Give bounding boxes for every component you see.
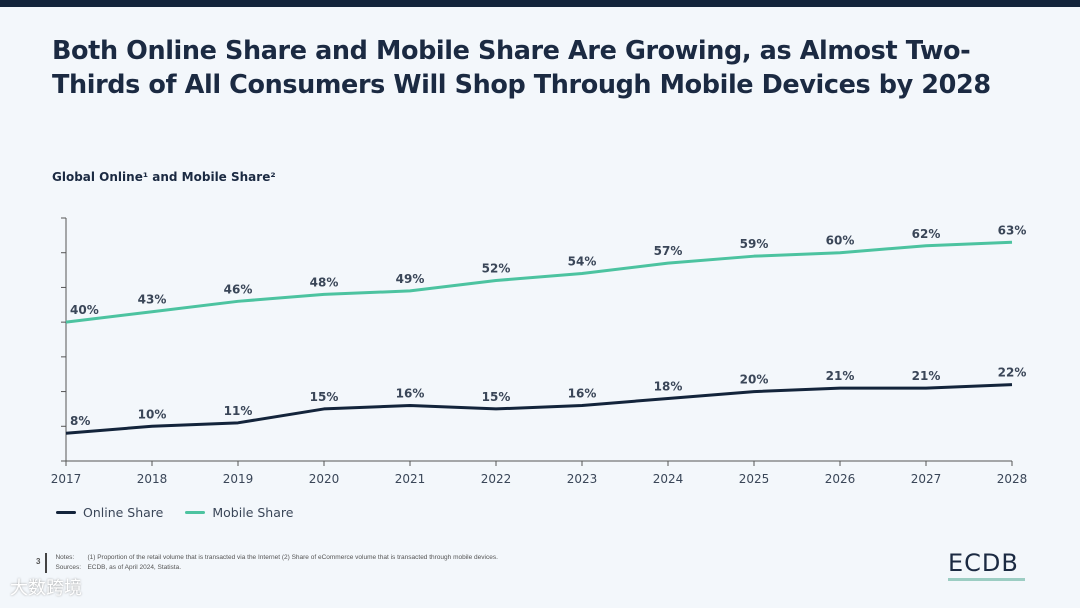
footnotes: 3 Notes: (1) Proportion of the retail vol… — [36, 553, 498, 573]
data-label: 52% — [482, 261, 511, 275]
x-tick-label: 2027 — [911, 472, 942, 486]
data-label: 21% — [826, 369, 855, 383]
data-label: 15% — [310, 390, 339, 404]
data-label: 8% — [70, 414, 90, 428]
x-tick-label: 2026 — [825, 472, 856, 486]
legend-mobile-share: Mobile Share — [185, 505, 293, 520]
data-label: 40% — [70, 303, 99, 317]
data-label: 57% — [654, 244, 683, 258]
data-label: 63% — [998, 223, 1027, 237]
x-tick-label: 2025 — [739, 472, 770, 486]
data-label: 16% — [396, 386, 425, 400]
data-label: 11% — [224, 404, 253, 418]
watermark: 大数跨境 — [10, 578, 82, 599]
legend-swatch — [185, 511, 206, 514]
legend-online-share: Online Share — [56, 505, 163, 520]
data-label: 18% — [654, 380, 683, 394]
x-tick-label: 2023 — [567, 472, 598, 486]
x-tick-label: 2018 — [137, 472, 168, 486]
data-label: 59% — [740, 237, 769, 251]
series-line-online-share — [65, 383, 1013, 435]
top-bar — [0, 0, 1080, 7]
data-label: 60% — [826, 234, 855, 248]
legend-label: Online Share — [83, 505, 164, 520]
notes-text: (1) Proportion of the retail volume that… — [87, 554, 498, 561]
sources-label: Sources: — [55, 564, 82, 571]
chart-title: Global Online¹ and Mobile Share² — [52, 170, 276, 184]
page-number: 3 — [36, 553, 48, 573]
data-label: 20% — [740, 373, 769, 387]
data-label: 46% — [224, 282, 253, 296]
data-label: 43% — [138, 293, 167, 307]
x-tick-label: 2022 — [481, 472, 512, 486]
page-title: Both Online Share and Mobile Share Are G… — [52, 36, 991, 100]
sources-text: ECDB, as of April 2024, Statista. — [87, 564, 182, 571]
x-tick-label: 2024 — [653, 472, 684, 486]
series-line-mobile-share — [65, 240, 1013, 324]
x-tick-label: 2020 — [309, 472, 340, 486]
data-label: 15% — [482, 390, 511, 404]
data-label: 48% — [310, 275, 339, 289]
x-tick-label: 2017 — [51, 472, 82, 486]
data-label: 21% — [912, 369, 941, 383]
data-label: 62% — [912, 227, 941, 241]
notes-label: Notes: — [55, 554, 75, 561]
x-tick-label: 2019 — [223, 472, 254, 486]
x-tick-label: 2021 — [395, 472, 426, 486]
data-label: 22% — [998, 366, 1027, 380]
x-tick-label: 2028 — [997, 472, 1028, 486]
legend-swatch — [56, 511, 76, 514]
legend-label: Mobile Share — [212, 505, 294, 520]
logo-underline — [948, 578, 1025, 581]
data-label: 16% — [568, 386, 597, 400]
legend: Online Share Mobile Share — [56, 505, 293, 520]
ecdb-logo: ECDB — [948, 549, 1019, 577]
data-label: 54% — [568, 255, 597, 269]
data-label: 49% — [396, 272, 425, 286]
data-label: 10% — [138, 407, 167, 421]
